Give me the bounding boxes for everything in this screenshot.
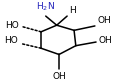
Text: OH: OH	[52, 72, 65, 81]
Text: H: H	[68, 6, 75, 15]
Text: H$_2$N: H$_2$N	[36, 1, 55, 13]
Text: OH: OH	[98, 36, 111, 45]
Text: OH: OH	[97, 16, 111, 25]
Text: HO: HO	[5, 21, 18, 30]
Text: HO: HO	[4, 36, 18, 45]
